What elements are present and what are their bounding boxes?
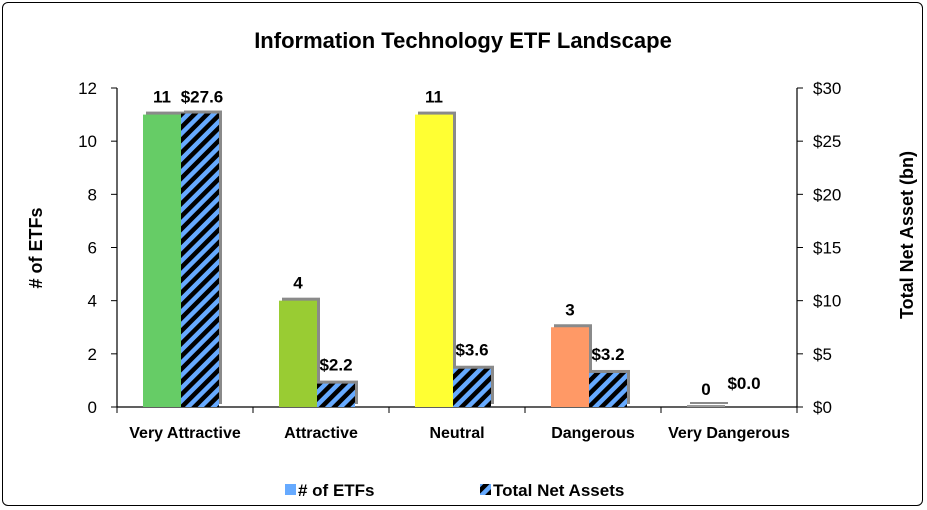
- data-label-etf-count: 3: [565, 300, 574, 319]
- bar-etf-count: [143, 114, 181, 407]
- right-tick-label: $15: [813, 239, 841, 258]
- category-label: Dangerous: [551, 425, 635, 442]
- data-label-etf-count: 0: [701, 380, 710, 399]
- category-label: Attractive: [284, 425, 358, 442]
- category-label: Neutral: [429, 425, 484, 442]
- left-tick-label: 0: [88, 398, 97, 417]
- bars: [143, 110, 728, 408]
- legend-label-assets: Total Net Assets: [493, 481, 624, 500]
- left-tick-label: 2: [88, 345, 97, 364]
- category-labels: Very Attractive Attractive Neutral Dangerou…: [129, 425, 790, 442]
- right-tick-label: $10: [813, 292, 841, 311]
- left-tick-label: 10: [78, 132, 97, 151]
- left-tick-label: 4: [88, 292, 97, 311]
- bar-etf-count: [279, 300, 317, 407]
- right-tick-label: $30: [813, 79, 841, 98]
- bar-etf-count: [551, 327, 589, 407]
- left-tick-label: 8: [88, 185, 97, 204]
- bar-net-assets: [589, 372, 627, 407]
- chart-title: Information Technology ETF Landscape: [254, 28, 672, 53]
- left-tick-label: 12: [78, 79, 97, 98]
- right-tick-label: $5: [813, 345, 832, 364]
- bar-net-assets: [453, 368, 491, 407]
- legend-label-etfs: # of ETFs: [298, 481, 375, 500]
- data-label-net-assets: $0.0: [727, 374, 760, 393]
- data-label-etf-count: 11: [425, 88, 443, 107]
- category-label: Very Attractive: [129, 425, 241, 442]
- bar-net-assets: [181, 113, 219, 408]
- bar-etf-count: [415, 114, 453, 407]
- legend-swatch-assets: [480, 484, 491, 495]
- data-label-net-assets: $3.6: [455, 341, 488, 360]
- left-axis-title: # of ETFs: [26, 207, 46, 288]
- axes: 0 2 4 6 8 10 12 $0 $5 $10 $15 $20 $25 $30: [78, 79, 841, 417]
- data-label-net-assets: $3.2: [591, 345, 624, 364]
- right-tick-label: $25: [813, 132, 841, 151]
- data-label-net-assets: $27.6: [181, 88, 224, 107]
- left-tick-label: 6: [88, 239, 97, 258]
- right-tick-label: $0: [813, 398, 832, 417]
- data-labels: 11 $27.6 4 $2.2 11 $3.6 3 $3.2 0 $0.0: [153, 88, 761, 399]
- category-label: Very Dangerous: [668, 425, 790, 442]
- data-label-etf-count: 11: [153, 88, 171, 107]
- right-axis-title: Total Net Asset (bn): [897, 151, 917, 319]
- bar-shadow: [690, 402, 728, 404]
- legend: # of ETFs Total Net Assets: [285, 481, 624, 500]
- bar-etf-count: [687, 405, 725, 407]
- data-label-net-assets: $2.2: [319, 356, 352, 375]
- right-tick-label: $20: [813, 185, 841, 204]
- bar-net-assets: [317, 383, 355, 407]
- data-label-etf-count: 4: [293, 274, 303, 293]
- legend-swatch-etfs: [285, 484, 296, 495]
